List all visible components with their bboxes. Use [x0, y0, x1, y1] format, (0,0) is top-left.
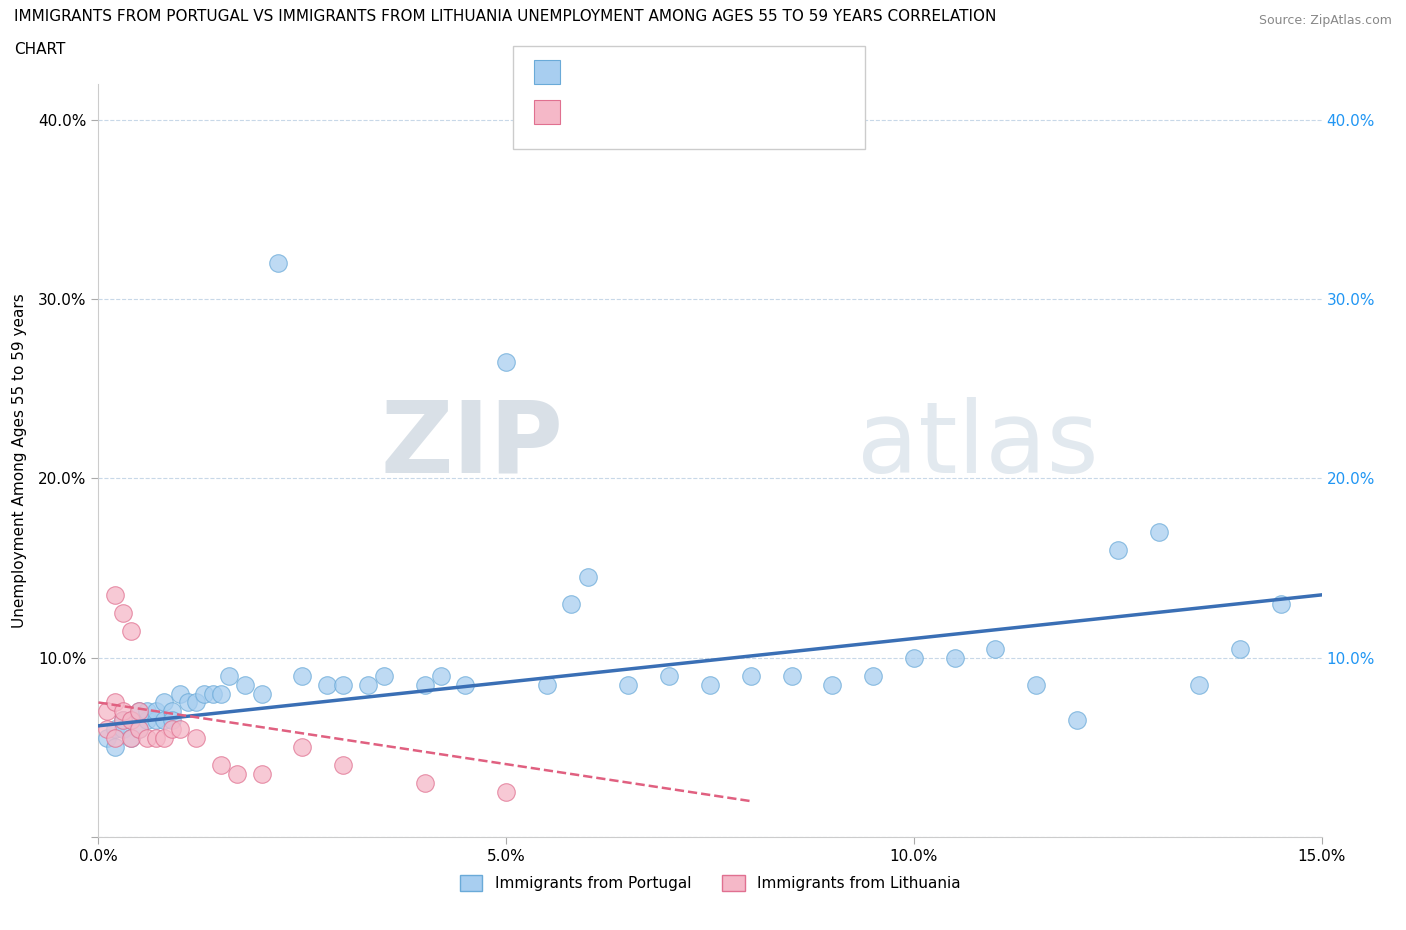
Point: [291, 740, 314, 755]
Point: [160, 722, 183, 737]
Point: [104, 722, 127, 737]
Point: [128, 722, 150, 737]
Point: [1025, 677, 1047, 692]
Point: [111, 605, 134, 620]
Point: [111, 713, 134, 728]
Point: [780, 668, 803, 683]
Text: R =: R =: [571, 106, 606, 121]
Point: [576, 569, 599, 584]
Point: [111, 722, 134, 737]
Point: [1270, 596, 1292, 611]
Point: [250, 766, 273, 781]
Point: [136, 704, 159, 719]
Legend: Immigrants from Portugal, Immigrants from Lithuania: Immigrants from Portugal, Immigrants fro…: [454, 869, 966, 897]
Point: [903, 650, 925, 665]
Point: [315, 677, 337, 692]
Point: [413, 776, 436, 790]
Point: [1066, 713, 1088, 728]
Text: 0.313: 0.313: [610, 64, 661, 79]
Point: [209, 758, 232, 773]
Point: [128, 704, 150, 719]
Point: [1107, 542, 1129, 557]
Point: [1229, 642, 1251, 657]
Point: [495, 354, 517, 369]
Point: [699, 677, 721, 692]
Point: [209, 686, 232, 701]
Point: [104, 695, 127, 710]
Point: [177, 695, 200, 710]
Text: N = 23: N = 23: [662, 106, 728, 121]
Point: [862, 668, 884, 683]
Point: [128, 722, 150, 737]
Point: [291, 668, 314, 683]
Point: [104, 740, 127, 755]
Text: CHART: CHART: [14, 42, 66, 57]
Point: [1188, 677, 1211, 692]
Point: [536, 677, 558, 692]
Point: [267, 256, 290, 271]
Point: [226, 766, 249, 781]
Point: [111, 713, 134, 728]
Point: [218, 668, 240, 683]
Point: [617, 677, 640, 692]
Text: N = 56: N = 56: [662, 64, 728, 79]
Point: [356, 677, 378, 692]
Text: Source: ZipAtlas.com: Source: ZipAtlas.com: [1258, 14, 1392, 27]
Point: [560, 596, 582, 611]
Point: [373, 668, 395, 683]
Point: [169, 686, 191, 701]
Point: [821, 677, 844, 692]
Point: [233, 677, 256, 692]
Point: [943, 650, 966, 665]
Point: [96, 722, 118, 737]
Text: ZIP: ZIP: [381, 397, 564, 494]
Point: [96, 731, 118, 746]
Point: [120, 713, 142, 728]
Point: [454, 677, 477, 692]
Point: [332, 758, 354, 773]
Point: [136, 713, 159, 728]
Point: [430, 668, 453, 683]
Point: [169, 722, 191, 737]
Point: [160, 713, 183, 728]
Text: atlas: atlas: [856, 397, 1098, 494]
Point: [160, 704, 183, 719]
Point: [104, 588, 127, 603]
Point: [332, 677, 354, 692]
Point: [413, 677, 436, 692]
Text: R =: R =: [571, 64, 606, 79]
Point: [104, 731, 127, 746]
Point: [186, 731, 208, 746]
Point: [120, 731, 142, 746]
Point: [145, 731, 167, 746]
Text: -0.309: -0.309: [610, 106, 661, 121]
Point: [120, 731, 142, 746]
Point: [152, 731, 174, 746]
Point: [145, 713, 167, 728]
Point: [201, 686, 224, 701]
Point: [136, 731, 159, 746]
Point: [120, 623, 142, 638]
Point: [186, 695, 208, 710]
Point: [658, 668, 681, 683]
Point: [96, 704, 118, 719]
Point: [1147, 525, 1170, 539]
Text: IMMIGRANTS FROM PORTUGAL VS IMMIGRANTS FROM LITHUANIA UNEMPLOYMENT AMONG AGES 55: IMMIGRANTS FROM PORTUGAL VS IMMIGRANTS F…: [14, 9, 997, 24]
Point: [152, 713, 174, 728]
Point: [740, 668, 762, 683]
Point: [193, 686, 215, 701]
Point: [145, 704, 167, 719]
Point: [120, 713, 142, 728]
Y-axis label: Unemployment Among Ages 55 to 59 years: Unemployment Among Ages 55 to 59 years: [13, 293, 27, 628]
Point: [128, 704, 150, 719]
Point: [111, 704, 134, 719]
Point: [984, 642, 1007, 657]
Point: [495, 785, 517, 800]
Point: [152, 695, 174, 710]
Point: [250, 686, 273, 701]
